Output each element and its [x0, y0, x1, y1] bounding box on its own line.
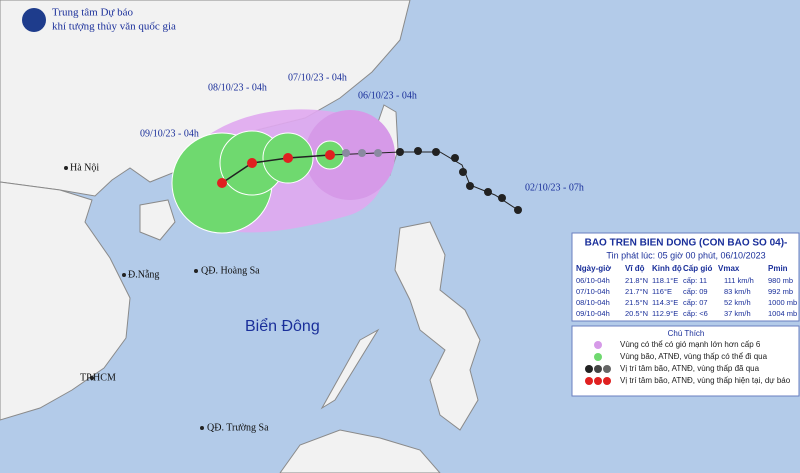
column-header: Vmax [718, 264, 740, 273]
info-box-bg [571, 232, 800, 322]
table-cell: 52 km/h [724, 298, 751, 307]
header-line: Trung tâm Dự báo [52, 7, 134, 19]
table-cell: cấp: 09 [683, 287, 708, 296]
place-dot [200, 426, 204, 430]
legend-item: Vùng bão, ATNĐ, vùng thấp có thể đi qua [620, 352, 768, 361]
info-subtitle: Tin phát lúc: 05 giờ 00 phút, 06/10/2023 [606, 250, 765, 260]
table-cell: 980 mb [768, 276, 793, 285]
legend-icon [585, 365, 593, 373]
table-cell: cấp: 07 [683, 298, 708, 307]
table-cell: 09/10-04h [576, 309, 610, 318]
info-box: BAO TREN BIEN DONG (CON BAO SO 04)- Tin … [571, 232, 800, 322]
place-label: QĐ. Trường Sa [207, 422, 269, 433]
place-label: Đ.Nẵng [128, 269, 159, 280]
legend-bg [571, 325, 800, 397]
table-cell: 116°E [652, 287, 672, 296]
column-header: Pmin [768, 264, 788, 273]
legend-item: Vị trí tâm bão, ATNĐ, vùng thấp đã qua [620, 364, 760, 373]
table-cell: 111 km/h [724, 276, 754, 285]
legend-icon [603, 365, 611, 373]
legend-item: Vùng có thể có gió mạnh lớn hơn cấp 6 [620, 340, 761, 349]
place-dot [122, 273, 126, 277]
place-dot [90, 376, 94, 380]
legend-title: Chú Thích [668, 329, 705, 338]
sea-label: Biển Đông [245, 317, 320, 335]
table-cell: 1004 mb [768, 309, 797, 318]
legend-icon [594, 377, 602, 385]
table-cell: cấp: 11 [683, 276, 707, 285]
header-line: khí tượng thủy văn quốc gia [52, 21, 176, 33]
time-label: 08/10/23 - 04h [208, 82, 267, 93]
place-dot [194, 269, 198, 273]
table-cell: 07/10-04h [576, 287, 610, 296]
table-cell: 08/10-04h [576, 298, 610, 307]
legend-icon [585, 377, 593, 385]
table-cell: 06/10-04h [576, 276, 610, 285]
table-cell: 37 km/h [724, 309, 751, 318]
land [0, 0, 481, 473]
table-cell: 112.9°E [652, 309, 678, 318]
legend-icon [603, 377, 611, 385]
table-cell: 83 km/h [724, 287, 751, 296]
info-title: BAO TREN BIEN DONG (CON BAO SO 04)- [585, 238, 788, 249]
place-label: QĐ. Hoàng Sa [201, 265, 260, 276]
legend: Chú Thích [571, 325, 800, 397]
table-cell: 118.1°E [652, 276, 678, 285]
legend-item: Vị trí tâm bão, ATNĐ, vùng thấp hiện tại… [620, 376, 791, 385]
table-cell: 114.3°E [652, 298, 678, 307]
logo [22, 8, 46, 32]
time-label: 07/10/23 - 04h [288, 72, 347, 83]
time-label: 09/10/23 - 04h [140, 128, 199, 139]
table-cell: 992 mb [768, 287, 793, 296]
place-label: TP.HCM [80, 372, 116, 383]
legend-icon [594, 341, 602, 349]
time-label: 06/10/23 - 04h [358, 90, 417, 101]
time-label: 02/10/23 - 07h [525, 182, 584, 193]
table-cell: cấp: <6 [683, 309, 708, 318]
storm-track [217, 147, 522, 214]
column-header: Cấp gió [683, 264, 712, 273]
table-cell: 21.5°N [625, 298, 648, 307]
table-cell: 20.5°N [625, 309, 648, 318]
legend-icon [594, 353, 602, 361]
table-cell: 21.8°N [625, 276, 648, 285]
table-cell: 21.7°N [625, 287, 648, 296]
table-cell: 1000 mb [768, 298, 797, 307]
place-dot [64, 166, 68, 170]
legend-icon [594, 365, 602, 373]
column-header: Vĩ độ [625, 264, 645, 273]
column-header: Kinh độ [652, 264, 682, 273]
column-header: Ngày-giờ [576, 264, 611, 273]
place-label: Hà Nội [70, 162, 99, 173]
